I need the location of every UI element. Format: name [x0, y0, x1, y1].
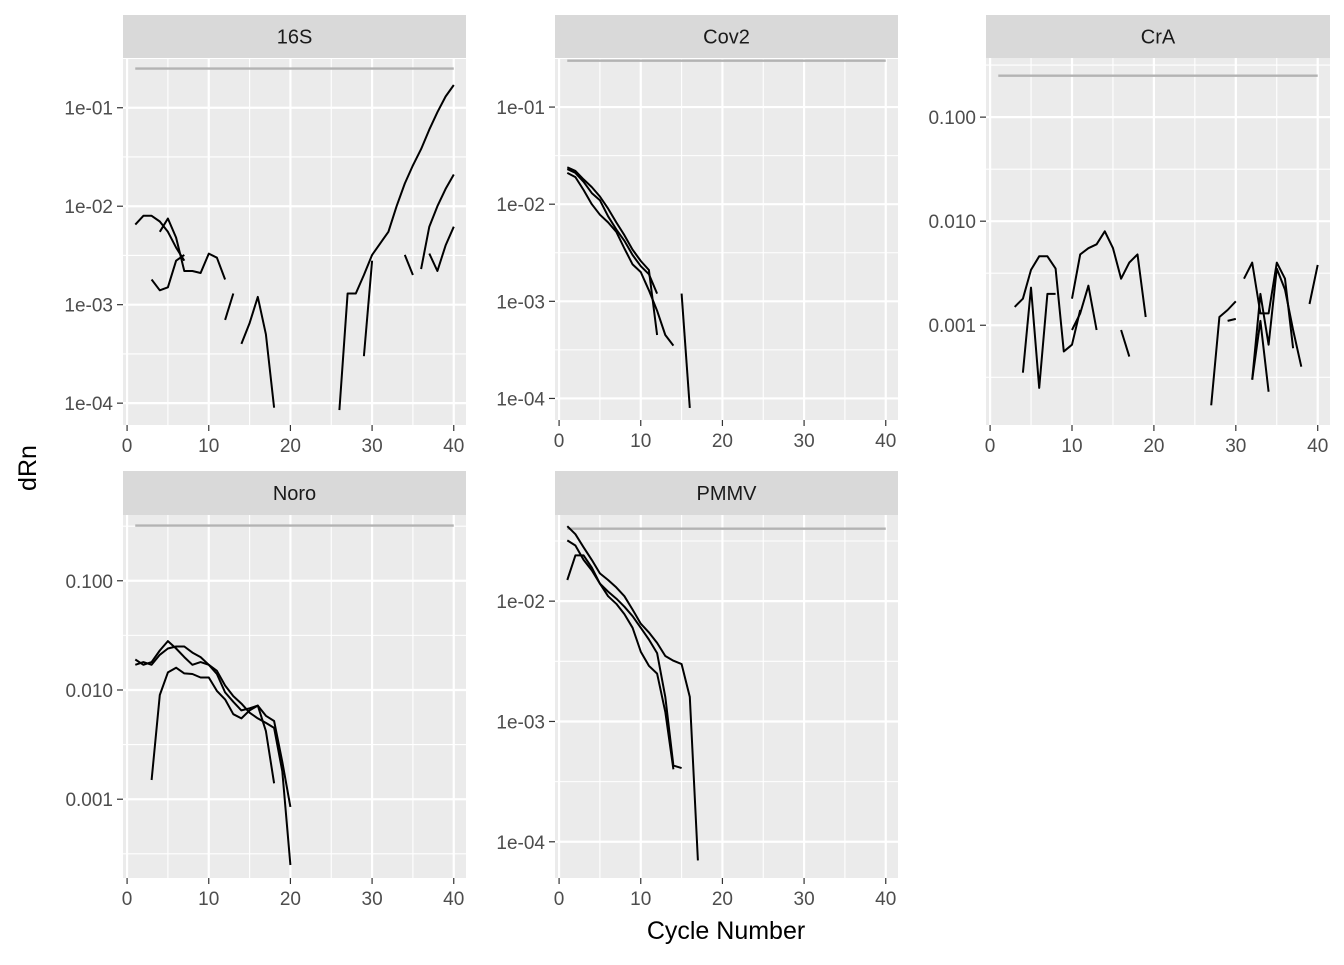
y-tick-label: 1e-01 — [496, 98, 545, 119]
y-tick-label: 0.010 — [928, 212, 976, 233]
series-line-2 — [566, 539, 682, 770]
series-line-4 — [1071, 284, 1098, 331]
series-line-2 — [1021, 286, 1056, 389]
facet-panel-cra: CrA 0 10 20 30 40 0.001 0.010 0.100 — [928, 15, 1330, 457]
x-tick-label: 10 — [198, 436, 219, 457]
series-line-3 — [566, 554, 675, 770]
x-tick-label: 0 — [122, 436, 133, 457]
series-line-1 — [134, 214, 186, 262]
series-line-7 — [362, 260, 374, 357]
series-line-8 — [403, 254, 414, 276]
y-tick-label: 1e-03 — [64, 296, 113, 317]
y-tick-label: 0.010 — [65, 681, 113, 702]
x-tick-label: 20 — [712, 889, 733, 910]
y-tick-label: 1e-02 — [496, 195, 545, 216]
x-tick-label: 40 — [1307, 436, 1328, 457]
panel-background — [555, 58, 898, 420]
series-line-3 — [150, 254, 185, 292]
y-tick-label: 1e-02 — [64, 197, 113, 218]
facet-panel-cov2: Cov2 0 10 20 30 40 1e-04 1e-03 1e-02 1e-01 — [496, 15, 898, 452]
series-line-5 — [240, 295, 276, 408]
panel-background — [555, 515, 898, 878]
y-tick-label: 1e-02 — [496, 592, 545, 613]
series-line-7 — [1227, 317, 1237, 322]
x-tick-label: 20 — [1143, 436, 1164, 457]
x-tick-label: 0 — [554, 431, 565, 452]
series-line-10 — [1251, 319, 1270, 392]
series-line-2 — [158, 217, 227, 280]
x-tick-label: 0 — [122, 889, 133, 910]
series-line-4 — [224, 293, 235, 321]
strip-background — [123, 471, 466, 515]
series-line-2 — [566, 172, 675, 347]
x-tick-label: 20 — [280, 436, 301, 457]
series-line-1 — [566, 525, 699, 861]
panel-background — [986, 58, 1330, 425]
series-line-3 — [1071, 230, 1147, 318]
series-line-6 — [1210, 300, 1237, 406]
series-line-1 — [134, 640, 292, 808]
y-tick-label: 1e-03 — [496, 712, 545, 733]
series-line-5 — [1120, 329, 1131, 357]
series-line-2 — [134, 645, 292, 866]
strip-label: Noro — [273, 483, 316, 505]
series-line-9 — [420, 174, 455, 270]
y-tick-label: 1e-03 — [496, 292, 545, 313]
x-tick-label: 40 — [875, 431, 896, 452]
x-tick-label: 40 — [443, 436, 464, 457]
facet-panel-noro: Noro 0 10 20 30 40 0.001 0.010 0.100 — [65, 471, 466, 910]
y-tick-label: 0.001 — [928, 316, 976, 337]
x-tick-label: 30 — [794, 889, 815, 910]
x-tick-label: 30 — [362, 889, 383, 910]
y-tick-label: 0.100 — [65, 572, 113, 593]
facet-panel-16s: 16S 0 10 20 30 40 1e-04 1e-03 1e-02 1e-01 — [64, 15, 466, 457]
facets-layer: 16S 0 10 20 30 40 1e-04 1e-03 1e-02 1e-01 Cov2 0 10 2… — [64, 15, 1330, 910]
series-line-3 — [150, 666, 276, 784]
x-tick-label: 30 — [1225, 436, 1246, 457]
strip-label: Cov2 — [703, 27, 750, 49]
x-tick-label: 10 — [630, 889, 651, 910]
strip-label: CrA — [1141, 27, 1176, 49]
y-axis-title: dRn — [14, 445, 42, 491]
panel-background — [123, 515, 466, 878]
panel-background — [123, 58, 466, 425]
y-tick-label: 0.001 — [65, 790, 113, 811]
y-tick-label: 0.100 — [928, 108, 976, 129]
strip-background — [123, 15, 466, 58]
x-tick-label: 0 — [554, 889, 565, 910]
strip-background — [986, 15, 1330, 58]
series-line-8 — [1243, 261, 1295, 349]
x-axis-title: Cycle Number — [647, 917, 805, 945]
x-tick-label: 40 — [443, 889, 464, 910]
series-line-1 — [566, 168, 659, 294]
series-line-10 — [428, 226, 455, 272]
x-tick-label: 10 — [198, 889, 219, 910]
strip-background — [555, 471, 898, 515]
x-tick-label: 30 — [362, 436, 383, 457]
y-tick-label: 1e-04 — [64, 394, 113, 415]
x-tick-label: 30 — [794, 431, 815, 452]
series-line-1 — [1013, 255, 1082, 353]
facet-panel-pmmv: PMMV 0 10 20 30 40 1e-04 1e-03 1e-02 — [496, 471, 898, 910]
x-tick-label: 40 — [875, 889, 896, 910]
series-line-11 — [1308, 264, 1319, 305]
x-tick-label: 0 — [985, 436, 996, 457]
series-line-4 — [680, 293, 691, 408]
series-line-6 — [338, 84, 455, 411]
strip-label: PMMV — [697, 483, 758, 505]
series-line-3 — [566, 166, 659, 336]
y-tick-label: 1e-01 — [64, 99, 113, 120]
y-tick-label: 1e-04 — [496, 389, 545, 410]
x-tick-label: 20 — [280, 889, 301, 910]
x-tick-label: 10 — [1061, 436, 1082, 457]
y-tick-label: 1e-04 — [496, 833, 545, 854]
x-tick-label: 10 — [630, 431, 651, 452]
strip-label: 16S — [277, 27, 313, 49]
x-tick-label: 20 — [712, 431, 733, 452]
series-line-9 — [1251, 267, 1303, 380]
strip-background — [555, 15, 898, 58]
